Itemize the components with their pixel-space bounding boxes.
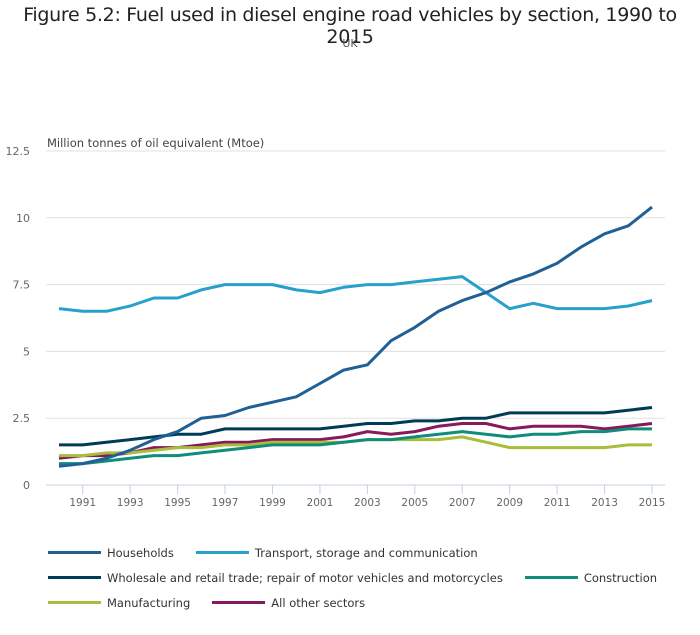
legend-swatch: [48, 551, 101, 554]
series-line-transport-storage-and-communication[interactable]: [58, 275, 653, 313]
x-tick-label: 1997: [212, 497, 239, 509]
x-tick-label: 1999: [259, 497, 286, 509]
legend-item[interactable]: All other sectors: [212, 596, 365, 610]
series-lines: [58, 205, 653, 468]
y-tick-label: 7.5: [13, 279, 31, 292]
legend-label: Construction: [583, 570, 658, 585]
y-tick-label: 12.5: [6, 145, 31, 158]
x-tick-label: 2005: [401, 497, 428, 509]
x-tick-label: 2011: [544, 497, 571, 509]
chart-legend: Households Transport, storage and communi…: [48, 540, 688, 615]
legend-swatch: [48, 576, 101, 579]
legend-item[interactable]: Transport, storage and communication: [195, 545, 478, 560]
y-axis-label: Million tonnes of oil equivalent (Mtoe): [47, 136, 264, 150]
x-tick-label: 1991: [69, 497, 96, 509]
x-tick-label: 2013: [591, 497, 618, 509]
legend-swatch: [212, 601, 266, 604]
y-tick-label: 0: [23, 479, 30, 492]
y-tick-label: 2.5: [13, 412, 31, 425]
legend-swatch: [195, 551, 249, 554]
legend-item[interactable]: Households: [48, 546, 174, 560]
legend-label: Manufacturing: [107, 595, 191, 610]
legend-swatch: [48, 601, 101, 604]
y-tick-label: 5: [23, 345, 30, 358]
gridlines: [46, 150, 665, 419]
chart-subtitle: UK: [342, 37, 358, 50]
series-line-all-other-sectors[interactable]: [58, 422, 653, 460]
legend-swatch: [524, 576, 578, 579]
x-tick-label: 2001: [307, 497, 334, 509]
x-tick-label: 1995: [164, 497, 191, 509]
x-axis: 1991 1993 1995 1997 1999 2001 2003 2005 2007 2009…: [46, 484, 666, 509]
legend-label: All other sectors: [271, 595, 366, 610]
x-tick-label: 1993: [117, 497, 144, 509]
series-line-households[interactable]: [58, 205, 653, 468]
legend-item[interactable]: Construction: [524, 570, 658, 585]
x-tick-label: 2003: [354, 497, 381, 509]
x-tick-label: 2015: [639, 497, 666, 509]
x-tick-label: 2009: [496, 497, 523, 509]
chart-title: Figure 5.2: Fuel used in diesel engine r…: [23, 4, 677, 48]
x-tick-label: 2007: [449, 497, 476, 509]
y-axis-ticks: 0 2.5 5 7.5 10 12.5: [6, 145, 31, 492]
legend-row: Households Transport, storage and communi…: [48, 540, 688, 565]
series-line-wholesale-and-retail-trade-repair-of-motor-vehicles-and-motorcycles[interactable]: [59, 406, 653, 447]
legend-item[interactable]: Manufacturing: [48, 596, 190, 610]
legend-item[interactable]: Wholesale and retail trade; repair of mo…: [48, 571, 503, 585]
legend-label: Households: [107, 545, 174, 560]
y-tick-label: 10: [16, 212, 30, 225]
legend-row: Manufacturing All other sectors: [48, 590, 688, 615]
legend-label: Wholesale and retail trade; repair of mo…: [107, 570, 503, 585]
legend-row: Wholesale and retail trade; repair of mo…: [48, 565, 688, 590]
legend-label: Transport, storage and communication: [254, 545, 478, 560]
series-line-construction[interactable]: [59, 427, 652, 466]
